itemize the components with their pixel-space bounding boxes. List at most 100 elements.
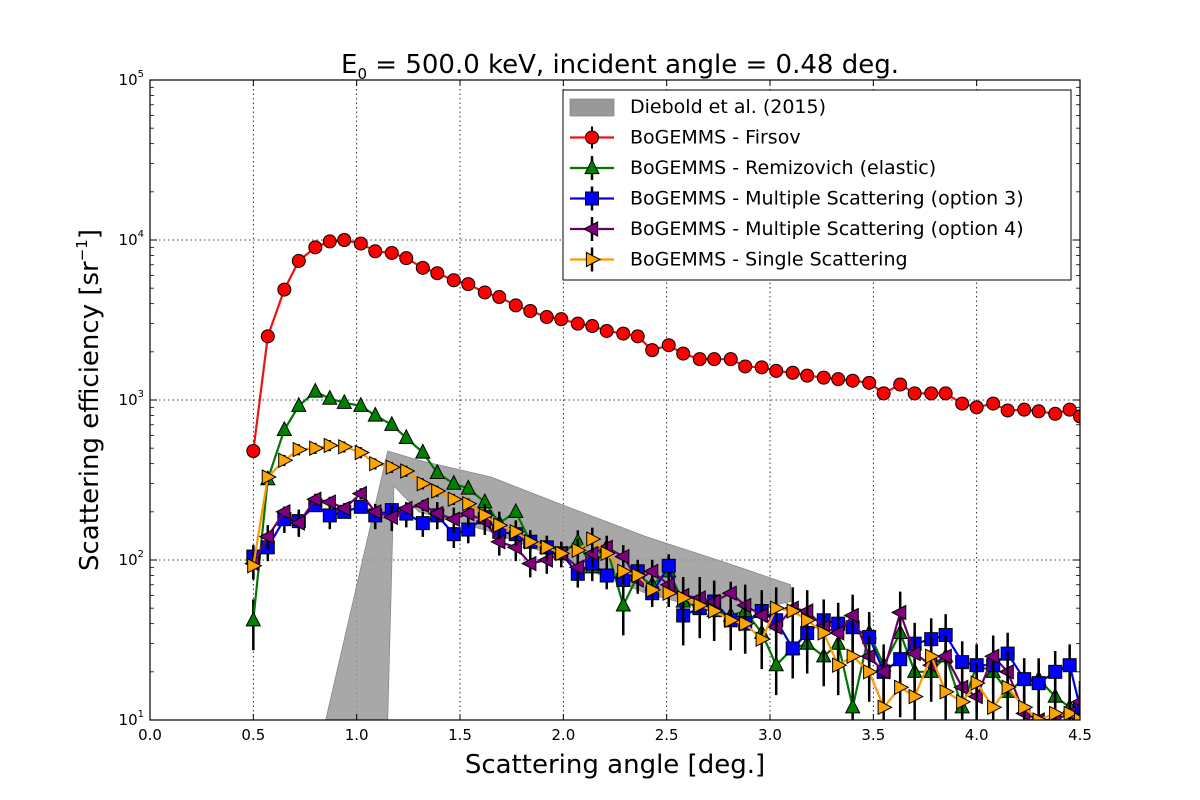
data-point — [508, 298, 523, 313]
data-point — [1062, 658, 1077, 673]
data-point — [309, 440, 325, 457]
data-point — [1017, 672, 1032, 687]
data-point — [816, 370, 831, 385]
data-point — [939, 683, 955, 700]
data-point — [631, 567, 647, 584]
data-point — [336, 393, 353, 409]
data-point — [723, 352, 738, 367]
x-tick-label: 4.5 — [1068, 726, 1092, 744]
data-point — [415, 260, 430, 275]
y-axis-label: Scattering efficiency [sr−1] — [73, 229, 105, 571]
title-main: E — [341, 50, 357, 80]
data-point — [478, 507, 494, 524]
data-point — [615, 596, 632, 612]
data-point — [785, 641, 800, 656]
data-point — [630, 329, 645, 344]
data-point — [540, 539, 556, 556]
data-point — [786, 603, 802, 619]
data-point — [352, 396, 369, 412]
data-point — [984, 648, 1000, 665]
data-point — [290, 396, 307, 412]
data-point — [430, 266, 445, 281]
data-point — [955, 396, 970, 411]
data-point — [416, 475, 432, 492]
x-tick-label: 4.0 — [965, 726, 989, 744]
data-point — [289, 515, 305, 531]
legend-label: BoGEMMS - Remizovich (elastic) — [630, 157, 936, 179]
y-axis-label-end: ] — [75, 229, 105, 239]
y-tick-base: 10 — [119, 711, 138, 729]
data-point — [1032, 712, 1048, 720]
data-point — [894, 679, 910, 696]
data-point — [707, 352, 722, 367]
data-point — [585, 319, 600, 334]
data-point — [876, 386, 891, 401]
y-tick-label: 105 — [119, 69, 144, 89]
data-point — [413, 497, 429, 514]
data-point — [521, 555, 537, 572]
data-point — [462, 495, 478, 512]
data-point — [1031, 676, 1046, 691]
data-point — [275, 503, 291, 520]
data-point — [739, 615, 755, 632]
data-point — [291, 253, 306, 268]
legend-label: BoGEMMS - Multiple Scattering (option 3) — [630, 188, 1024, 210]
data-point — [832, 657, 848, 674]
x-axis-label: Scattering angle [deg.] — [465, 750, 765, 780]
data-point — [524, 533, 540, 550]
data-point — [863, 663, 879, 680]
data-point — [1018, 699, 1034, 716]
data-point — [987, 699, 1003, 716]
data-point — [509, 523, 525, 540]
data-point — [874, 663, 890, 680]
y-axis-label-sup: −1 — [73, 239, 91, 261]
data-point — [260, 329, 275, 344]
data-point — [755, 631, 771, 648]
data-point — [1001, 679, 1017, 696]
x-tick-labels: 0.0 0.5 1.0 1.5 2.0 2.5 3.0 3.5 4.0 4.5 — [138, 726, 1092, 744]
data-point — [907, 386, 922, 401]
data-point — [616, 326, 631, 341]
x-tick-label: 2.5 — [655, 726, 679, 744]
data-point — [1048, 664, 1063, 679]
legend-swatch-band — [569, 98, 615, 117]
data-point — [617, 563, 633, 580]
title-rest: = 500.0 keV, incident angle = 0.48 deg. — [367, 50, 899, 80]
data-point — [383, 415, 400, 431]
data-point — [599, 323, 614, 338]
y-tick-base: 10 — [119, 391, 138, 409]
y-tick-exponent: 4 — [138, 229, 144, 240]
data-point — [555, 545, 571, 562]
y-tick-label: 104 — [119, 229, 144, 249]
series-layer — [244, 233, 1080, 720]
data-point — [245, 611, 262, 627]
data-point — [969, 400, 984, 415]
x-tick-label: 0.0 — [138, 726, 162, 744]
data-point — [829, 625, 845, 641]
data-point — [1073, 409, 1080, 424]
data-point — [1073, 712, 1080, 720]
data-point — [645, 343, 660, 358]
data-point — [353, 499, 368, 514]
y-tick-exponent: 5 — [138, 69, 144, 80]
data-point — [306, 491, 322, 508]
data-point — [676, 346, 691, 361]
legend-marker — [585, 251, 602, 268]
legend-box — [562, 89, 1072, 281]
data-point — [599, 568, 614, 583]
data-point — [261, 469, 277, 485]
data-point — [539, 310, 554, 325]
data-point — [893, 377, 908, 392]
x-tick-label: 0.5 — [241, 726, 265, 744]
data-point — [321, 389, 338, 405]
data-point — [905, 645, 921, 662]
data-point — [1017, 402, 1032, 417]
data-point — [768, 656, 785, 672]
data-point — [817, 625, 833, 641]
data-point — [831, 372, 846, 387]
y-tick-exponent: 1 — [138, 709, 144, 720]
data-point — [428, 505, 444, 522]
data-point — [368, 244, 383, 259]
data-point — [292, 441, 308, 458]
